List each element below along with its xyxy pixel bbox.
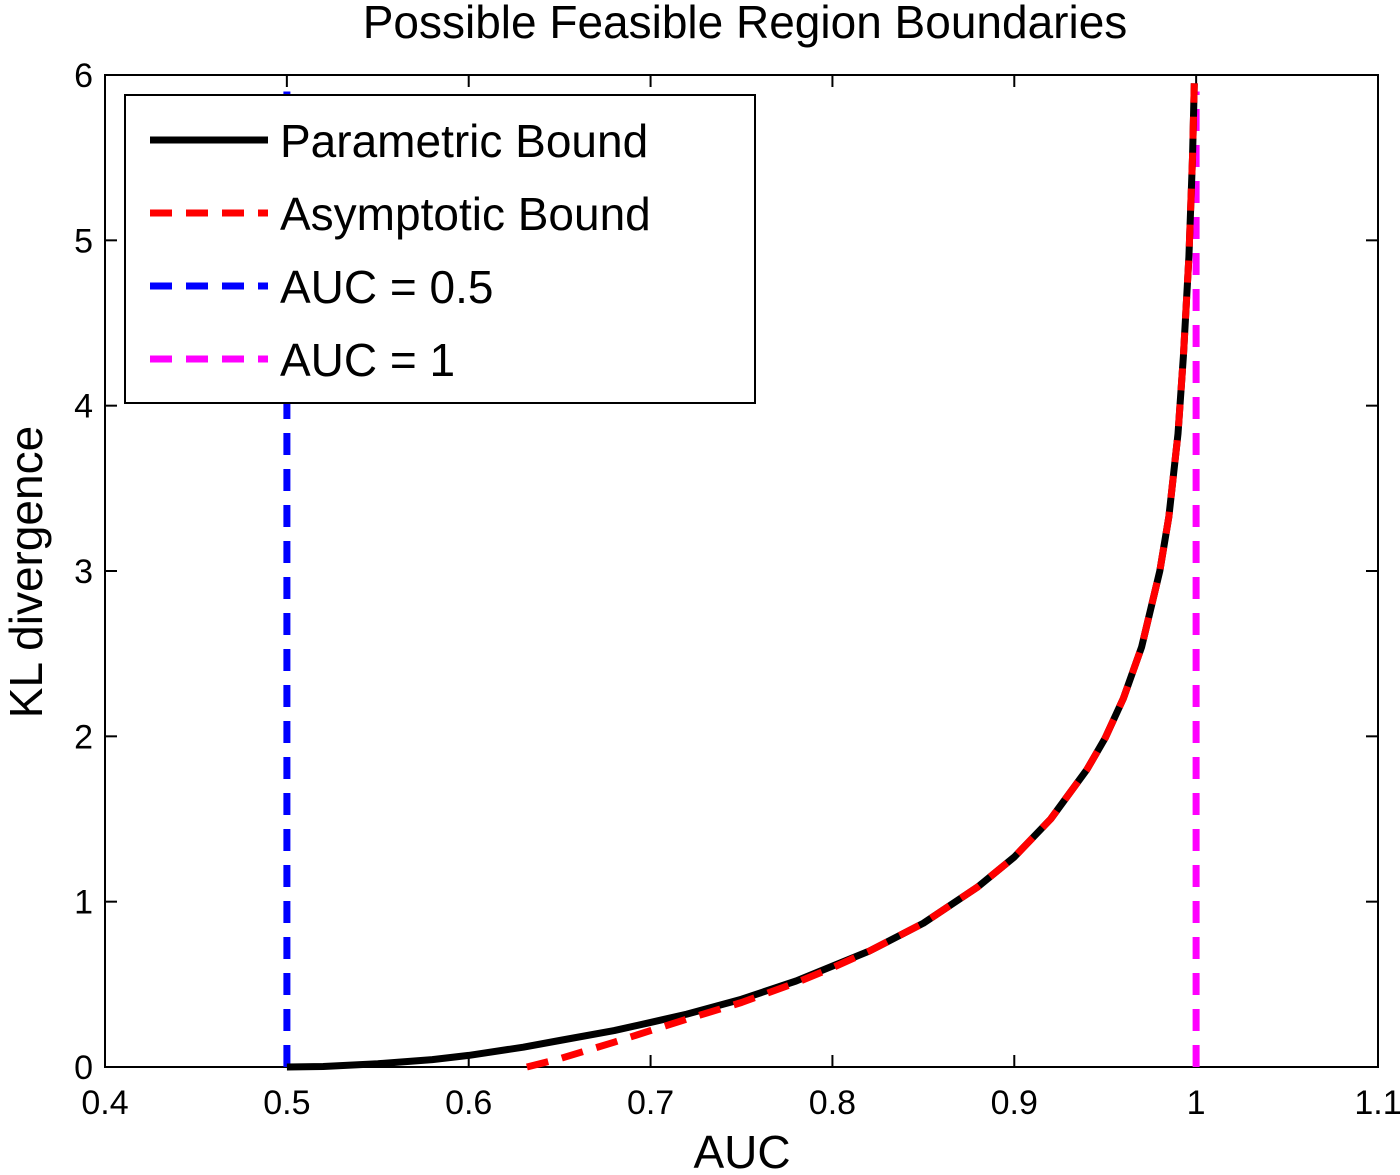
x-tick-label: 0.4 bbox=[81, 1084, 128, 1122]
x-tick-label: 1 bbox=[1187, 1084, 1206, 1122]
x-tick-label: 0.5 bbox=[263, 1084, 310, 1122]
legend: Parametric Bound Asymptotic Bound AUC = 0.… bbox=[124, 94, 756, 404]
x-tick-label: 0.6 bbox=[445, 1084, 492, 1122]
x-tick-label: 0.7 bbox=[627, 1084, 674, 1122]
legend-box bbox=[124, 94, 756, 404]
legend-label: Parametric Bound bbox=[280, 115, 648, 167]
x-axis-label: AUC bbox=[693, 1126, 790, 1175]
y-tick-label: 0 bbox=[74, 1049, 93, 1087]
x-tick-label: 0.8 bbox=[809, 1084, 856, 1122]
plot-area: 0.4 0.5 0.6 0.7 0.8 0.9 1 1.1 0 1 2 3 4 5 6 bbox=[74, 57, 1400, 1122]
legend-label: AUC = 0.5 bbox=[280, 261, 494, 313]
chart-title: Possible Feasible Region Boundaries bbox=[363, 0, 1128, 48]
series-line-1 bbox=[526, 83, 1198, 1071]
y-axis-label: KL divergence bbox=[0, 426, 52, 718]
y-tick-label: 3 bbox=[74, 553, 93, 591]
y-tick-label: 2 bbox=[74, 718, 93, 756]
x-tick-label: 1.1 bbox=[1354, 1084, 1400, 1122]
y-tick-label: 6 bbox=[74, 57, 93, 95]
y-tick-label: 4 bbox=[74, 388, 93, 426]
y-tick-label: 5 bbox=[74, 222, 93, 260]
legend-label: Asymptotic Bound bbox=[280, 188, 651, 240]
x-tick-label: 0.9 bbox=[991, 1084, 1038, 1122]
y-tick-label: 1 bbox=[74, 884, 93, 922]
legend-label: AUC = 1 bbox=[280, 334, 455, 386]
